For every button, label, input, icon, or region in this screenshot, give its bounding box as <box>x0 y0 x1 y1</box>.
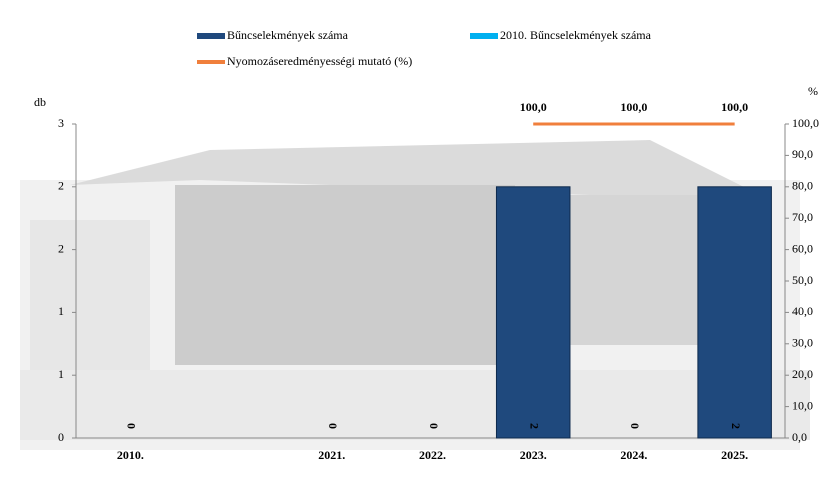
y2-tick-label: 70,0 <box>792 210 813 224</box>
data-label: 100,0 <box>620 100 647 114</box>
data-label: 0 <box>628 423 642 429</box>
legend-label: Nyomozáseredményességi mutató (%) <box>227 54 412 68</box>
data-label: 100,0 <box>520 100 547 114</box>
x-tick-label: 2025. <box>721 448 748 462</box>
data-label: 0 <box>326 423 340 429</box>
y2-tick-label: 0,0 <box>792 430 807 444</box>
y2-tick-label: 20,0 <box>792 367 813 381</box>
y-tick-label: 2 <box>58 241 64 255</box>
y2-tick-label: 50,0 <box>792 273 813 287</box>
data-label: 0 <box>427 423 441 429</box>
data-label: 100,0 <box>721 100 748 114</box>
x-tick-label: 2021. <box>318 448 345 462</box>
legend-marker <box>197 33 225 39</box>
y2-tick-label: 30,0 <box>792 336 813 350</box>
legend-label: Bűncselekmények száma <box>227 28 349 42</box>
y-tick-label: 3 <box>58 116 64 130</box>
y2-tick-label: 90,0 <box>792 147 813 161</box>
y-axis-label: db <box>34 95 46 109</box>
y-tick-label: 1 <box>58 367 64 381</box>
x-tick-label: 2023. <box>520 448 547 462</box>
y-tick-label: 2 <box>58 179 64 193</box>
y2-tick-label: 100,0 <box>792 116 819 130</box>
data-label: 0 <box>125 423 139 429</box>
y-tick-label: 0 <box>58 430 64 444</box>
x-tick-label: 2024. <box>620 448 647 462</box>
y2-tick-label: 60,0 <box>792 241 813 255</box>
legend-marker <box>470 33 498 39</box>
legend-label: 2010. Bűncselekmények száma <box>500 28 652 42</box>
x-tick-label: 2022. <box>419 448 446 462</box>
data-label: 2 <box>729 423 743 429</box>
y2-tick-label: 40,0 <box>792 304 813 318</box>
y-tick-label: 1 <box>58 304 64 318</box>
y2-axis-label: % <box>808 84 818 98</box>
x-tick-label: 2010. <box>117 448 144 462</box>
y2-tick-label: 80,0 <box>792 179 813 193</box>
bar <box>697 186 772 439</box>
bar <box>495 186 571 439</box>
y2-tick-label: 10,0 <box>792 398 813 412</box>
data-label: 2 <box>527 423 541 429</box>
background-photo <box>20 140 810 450</box>
